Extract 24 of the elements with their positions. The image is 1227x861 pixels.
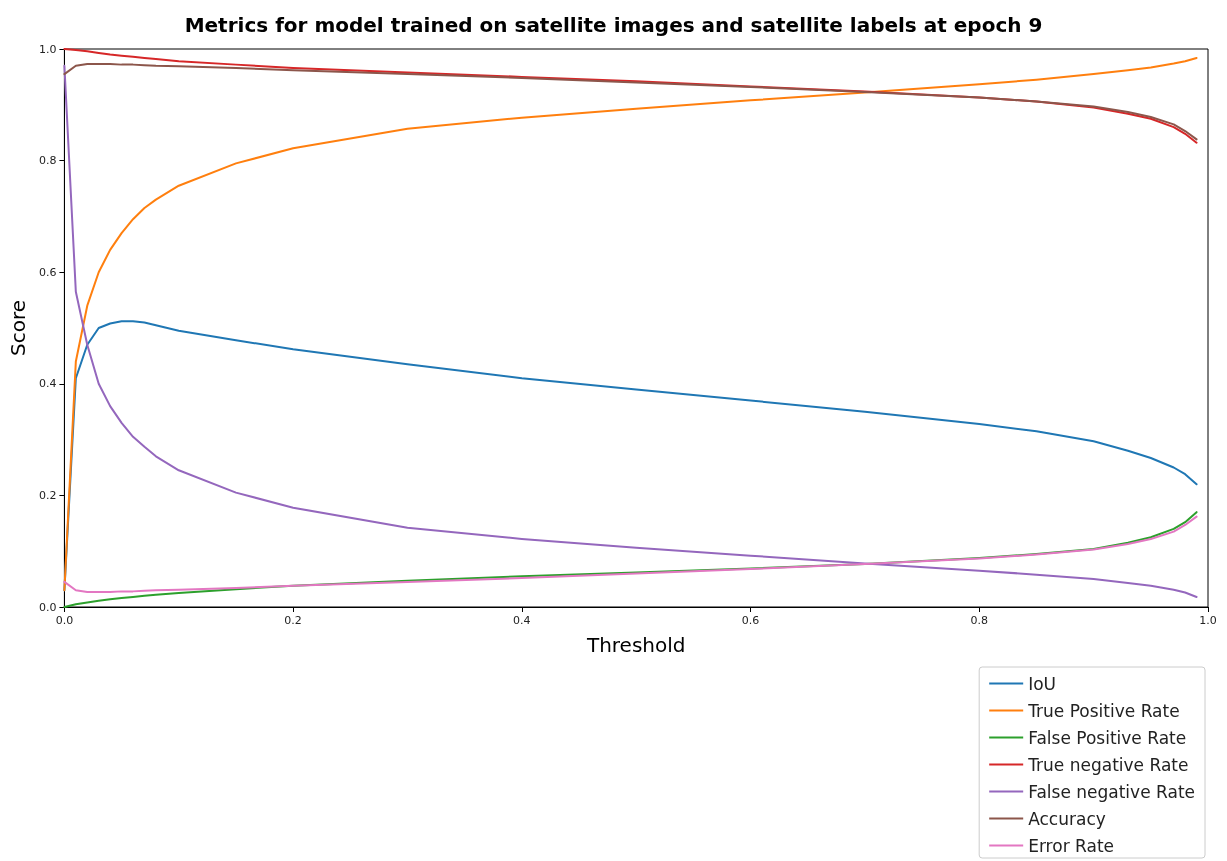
x-tick-label: 1.0 xyxy=(1199,614,1217,627)
y-tick-label: 0.0 xyxy=(38,600,57,614)
legend-label: True Positive Rate xyxy=(1027,700,1180,721)
x-tick-label: 0.0 xyxy=(55,614,74,627)
legend-label: Error Rate xyxy=(1028,835,1115,856)
legend-label: False Positive Rate xyxy=(1028,727,1187,748)
legend-label: False negative Rate xyxy=(1028,781,1195,802)
chart-title: Metrics for model trained on satellite images and satellite labels at epoch 9 xyxy=(184,13,1043,37)
x-tick-label: 0.6 xyxy=(741,614,760,627)
x-tick-label: 0.8 xyxy=(970,614,989,627)
y-tick-label: 0.6 xyxy=(38,265,57,279)
y-tick-label: 0.4 xyxy=(38,377,57,391)
y-tick-label: 0.2 xyxy=(38,488,57,502)
y-tick-label: 0.8 xyxy=(38,154,57,168)
legend-label: Accuracy xyxy=(1028,808,1106,829)
legend-label: True negative Rate xyxy=(1027,754,1189,775)
x-tick-label: 0.4 xyxy=(513,614,531,627)
y-axis-title: Score xyxy=(6,299,30,357)
x-axis-title: Threshold xyxy=(585,633,686,657)
line-series xyxy=(63,63,1198,141)
y-tick-label: 1.0 xyxy=(38,42,57,56)
legend-label: IoU xyxy=(1028,673,1057,694)
line-series xyxy=(63,515,1198,593)
x-tick-label: 0.2 xyxy=(284,614,302,627)
